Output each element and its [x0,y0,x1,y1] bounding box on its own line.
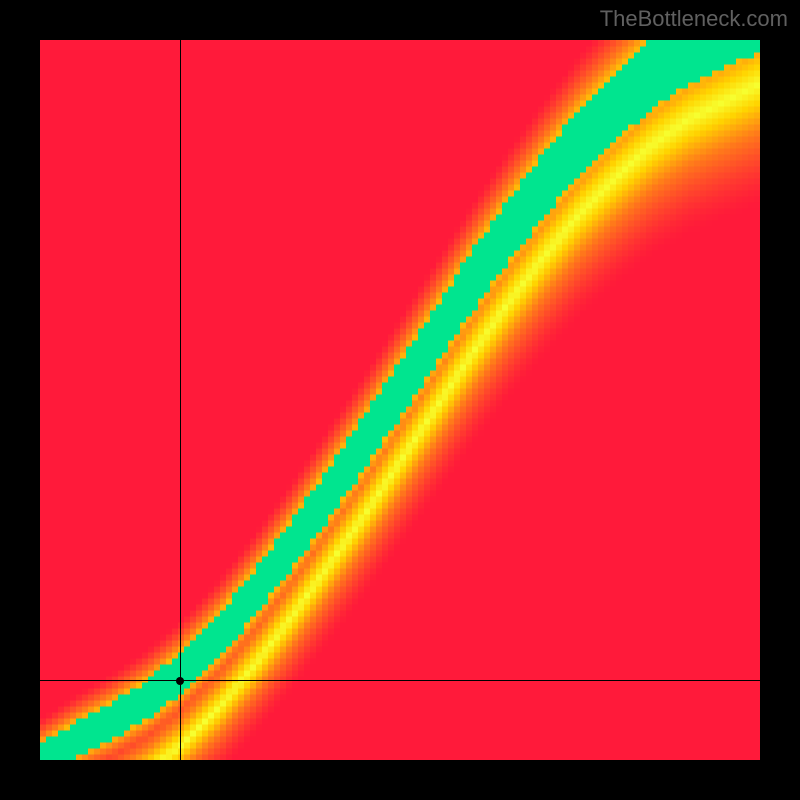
crosshair-dot [176,677,184,685]
crosshair-vertical [180,40,181,760]
crosshair-horizontal [40,680,760,681]
figure-root: TheBottleneck.com [0,0,800,800]
heatmap-canvas [40,40,760,760]
watermark-text: TheBottleneck.com [600,6,788,32]
heatmap-plot [40,40,760,760]
